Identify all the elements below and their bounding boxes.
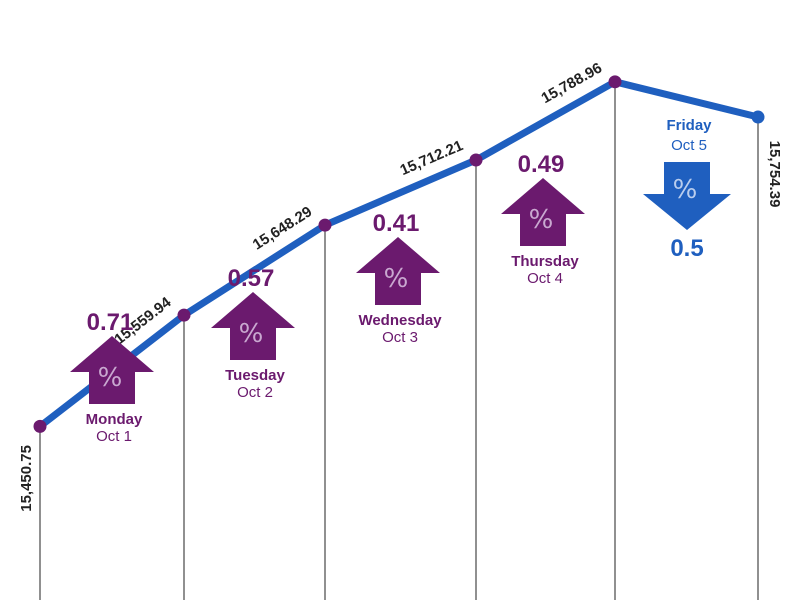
percent-icon: % [673, 175, 698, 205]
up-arrow-icon [501, 178, 585, 246]
percent-icon: % [529, 205, 554, 235]
data-point [177, 308, 191, 322]
date-label: Oct 1 [96, 428, 132, 445]
data-point [751, 110, 765, 124]
value-label: 15,712.21 [398, 137, 466, 179]
up-arrow-icon [70, 336, 154, 404]
day-label: Tuesday [225, 367, 285, 384]
value-label: 15,450.75 [18, 445, 35, 512]
percent-icon: % [239, 319, 264, 349]
day-label: Friday [666, 117, 712, 134]
data-point [608, 75, 622, 89]
value-label: 15,648.29 [250, 203, 315, 253]
change-value: 0.71 [87, 309, 134, 336]
date-label: Oct 4 [527, 270, 563, 287]
date-label: Oct 5 [671, 137, 707, 154]
data-point [318, 218, 332, 232]
day-label: Wednesday [358, 312, 442, 329]
change-value: 0.5 [670, 235, 703, 262]
change-value: 0.57 [228, 265, 275, 292]
percent-icon: % [384, 264, 409, 294]
date-label: Oct 2 [237, 384, 273, 401]
down-arrow-icon [643, 162, 731, 230]
value-label: 15,788.96 [538, 59, 604, 107]
day-label: Thursday [511, 253, 579, 270]
day-label: Monday [86, 411, 143, 428]
data-point [33, 419, 47, 433]
up-arrow-icon [211, 292, 295, 360]
value-label: 15,754.39 [766, 141, 783, 208]
series-line [36, 78, 762, 430]
change-annotation: Friday Oct 5% 0.5 [643, 117, 731, 262]
date-label: Oct 3 [382, 329, 418, 346]
data-point [469, 153, 483, 167]
percent-icon: % [98, 363, 123, 393]
change-value: 0.41 [373, 210, 420, 237]
change-value: 0.49 [518, 151, 565, 178]
up-arrow-icon [356, 237, 440, 305]
